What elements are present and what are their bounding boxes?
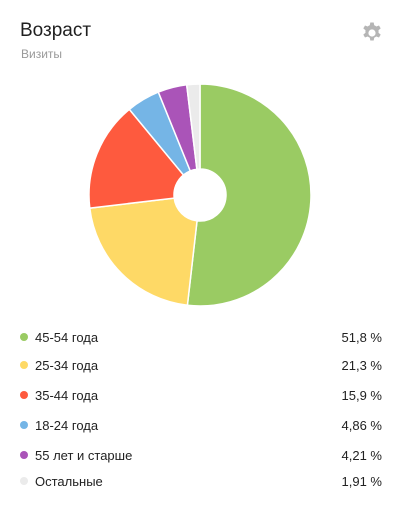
legend-dot xyxy=(20,391,28,399)
legend-label: 55 лет и старше xyxy=(35,448,133,463)
donut-chart xyxy=(85,80,315,310)
legend-dot xyxy=(20,421,28,429)
legend-label: 18-24 года xyxy=(35,418,99,433)
legend-value: 15,9 % xyxy=(341,388,382,403)
legend-label: 45-54 года xyxy=(35,330,99,345)
legend-item-18-24[interactable]: 18-24 года 4,86 % xyxy=(20,414,382,444)
chart-legend: 45-54 года 51,8 % 25-34 года 21,3 % 35-4… xyxy=(20,326,382,500)
legend-dot xyxy=(20,477,28,485)
legend-item-25-34[interactable]: 25-34 года 21,3 % xyxy=(20,354,382,384)
legend-value: 1,91 % xyxy=(341,474,382,489)
legend-value: 21,3 % xyxy=(341,358,382,373)
page-subtitle: Визиты xyxy=(21,47,63,61)
legend-dot xyxy=(20,451,28,459)
legend-label: 25-34 года xyxy=(35,358,99,373)
legend-item-35-44[interactable]: 35-44 года 15,9 % xyxy=(20,384,382,414)
legend-value: 4,86 % xyxy=(341,418,382,433)
pie-slice-2[interactable] xyxy=(88,108,185,209)
legend-item-other[interactable]: Остальные 1,91 % xyxy=(20,470,382,500)
legend-label: 35-44 года xyxy=(35,388,99,403)
legend-value: 4,21 % xyxy=(341,448,382,463)
pie-slice-1[interactable] xyxy=(88,197,198,307)
legend-dot xyxy=(20,361,28,369)
legend-label: Остальные xyxy=(35,474,103,489)
pie-slice-5[interactable] xyxy=(185,83,201,171)
donut-chart-svg xyxy=(88,83,312,307)
legend-value: 51,8 % xyxy=(341,330,382,345)
legend-dot xyxy=(20,333,28,341)
pie-slice-0[interactable] xyxy=(186,83,312,307)
legend-item-45-54[interactable]: 45-54 года 51,8 % xyxy=(20,326,382,354)
page-title: Возраст xyxy=(20,20,92,41)
legend-item-55-plus[interactable]: 55 лет и старше 4,21 % xyxy=(20,444,382,470)
gear-icon[interactable] xyxy=(360,21,384,45)
